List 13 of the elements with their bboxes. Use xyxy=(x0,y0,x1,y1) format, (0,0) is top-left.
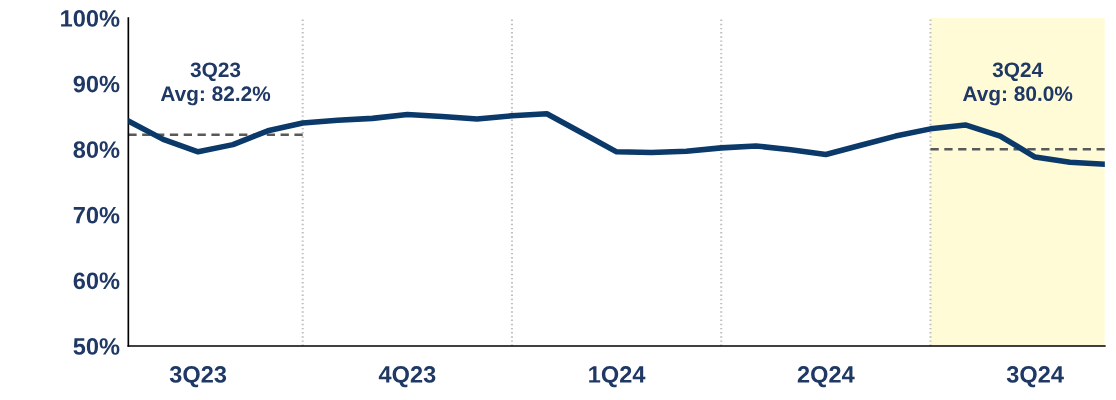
annotation: 3Q24 Avg: 80.0% xyxy=(962,62,1073,106)
x-tick-label: 1Q24 xyxy=(589,366,646,388)
x-tick-label: 3Q24 xyxy=(1006,366,1064,388)
y-tick-label: 60% xyxy=(73,272,120,290)
y-tick-label: 70% xyxy=(73,206,120,224)
x-tick-label: 3Q23 xyxy=(169,366,227,388)
annotation: 3Q23 Avg: 82.2% xyxy=(160,62,271,106)
y-tick-label: 100% xyxy=(61,10,120,27)
y-tick-label: 80% xyxy=(73,141,120,158)
x-tick-label: 4Q23 xyxy=(378,366,436,388)
y-tick-label: 90% xyxy=(73,75,120,93)
y-tick-label: 50% xyxy=(73,338,120,355)
x-tick-label: 2Q24 xyxy=(797,366,855,388)
